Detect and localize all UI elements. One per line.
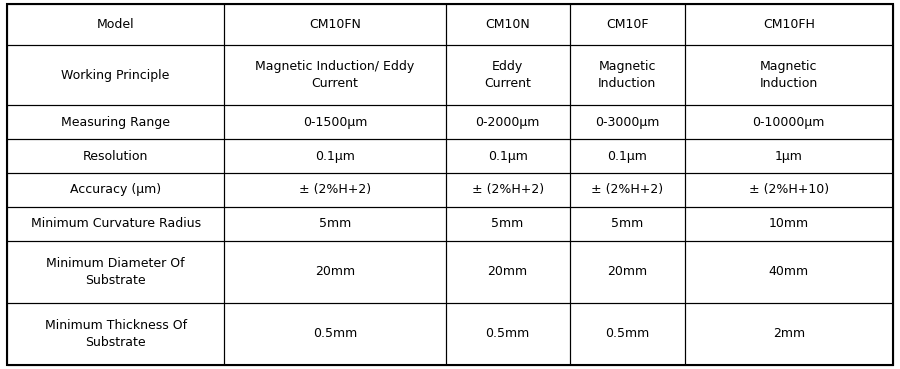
Text: Magnetic Induction/ Eddy
Current: Magnetic Induction/ Eddy Current [256, 60, 415, 90]
Text: 20mm: 20mm [608, 265, 647, 278]
Text: 0.1μm: 0.1μm [608, 149, 647, 163]
Bar [7, 207, 224, 241]
Bar [224, 45, 446, 105]
Bar [685, 303, 893, 365]
Bar [224, 105, 446, 139]
Text: 0-2000μm: 0-2000μm [475, 116, 540, 129]
Bar [570, 207, 685, 241]
Text: Minimum Diameter Of
Substrate: Minimum Diameter Of Substrate [47, 257, 185, 287]
Bar [685, 4, 893, 45]
Text: 5mm: 5mm [611, 217, 644, 230]
Text: ± (2%H+2): ± (2%H+2) [299, 183, 371, 196]
Bar [7, 4, 224, 45]
Text: CM10F: CM10F [606, 18, 648, 31]
Text: Magnetic
Induction: Magnetic Induction [760, 60, 818, 90]
Bar [224, 173, 446, 207]
Text: 5mm: 5mm [491, 217, 524, 230]
Text: CM10FH: CM10FH [763, 18, 814, 31]
Bar [446, 45, 570, 105]
Bar [685, 105, 893, 139]
Bar [224, 4, 446, 45]
Bar [570, 173, 685, 207]
Bar [7, 105, 224, 139]
Bar [685, 173, 893, 207]
Bar [7, 173, 224, 207]
Text: 0.1μm: 0.1μm [488, 149, 527, 163]
Text: 20mm: 20mm [315, 265, 355, 278]
Bar [685, 139, 893, 173]
Bar [7, 139, 224, 173]
Text: ± (2%H+2): ± (2%H+2) [591, 183, 663, 196]
Bar [7, 45, 224, 105]
Text: 10mm: 10mm [769, 217, 809, 230]
Text: Measuring Range: Measuring Range [61, 116, 170, 129]
Bar [570, 4, 685, 45]
Text: Resolution: Resolution [83, 149, 148, 163]
Text: ± (2%H+10): ± (2%H+10) [749, 183, 829, 196]
Text: 5mm: 5mm [319, 217, 351, 230]
Text: 0-1500μm: 0-1500μm [302, 116, 367, 129]
Bar [685, 45, 893, 105]
Text: 1μm: 1μm [775, 149, 803, 163]
Bar [570, 303, 685, 365]
Text: Accuracy (μm): Accuracy (μm) [70, 183, 161, 196]
Text: Model: Model [97, 18, 134, 31]
Bar [446, 105, 570, 139]
Bar [224, 241, 446, 303]
Text: Eddy
Current: Eddy Current [484, 60, 531, 90]
Bar [446, 4, 570, 45]
Text: CM10N: CM10N [485, 18, 530, 31]
Text: Minimum Curvature Radius: Minimum Curvature Radius [31, 217, 201, 230]
Text: 0-10000μm: 0-10000μm [752, 116, 825, 129]
Text: 0.5mm: 0.5mm [605, 327, 649, 340]
Text: 0.5mm: 0.5mm [312, 327, 357, 340]
Bar [570, 105, 685, 139]
Bar [570, 241, 685, 303]
Bar [685, 241, 893, 303]
Bar [446, 139, 570, 173]
Text: Working Principle: Working Principle [61, 69, 170, 82]
Text: CM10FN: CM10FN [309, 18, 361, 31]
Bar [446, 207, 570, 241]
Bar [7, 241, 224, 303]
Text: Minimum Thickness Of
Substrate: Minimum Thickness Of Substrate [45, 318, 186, 349]
Text: 2mm: 2mm [773, 327, 805, 340]
Bar [570, 45, 685, 105]
Bar [224, 139, 446, 173]
Text: Magnetic
Induction: Magnetic Induction [598, 60, 656, 90]
Text: ± (2%H+2): ± (2%H+2) [472, 183, 544, 196]
Bar [224, 303, 446, 365]
Bar [685, 207, 893, 241]
Text: 40mm: 40mm [769, 265, 809, 278]
Text: 0.5mm: 0.5mm [485, 327, 530, 340]
Bar [446, 241, 570, 303]
Text: 0-3000μm: 0-3000μm [595, 116, 660, 129]
Bar [446, 303, 570, 365]
Bar [446, 173, 570, 207]
Text: 0.1μm: 0.1μm [315, 149, 355, 163]
Bar [570, 139, 685, 173]
Bar [224, 207, 446, 241]
Bar [7, 303, 224, 365]
Text: 20mm: 20mm [488, 265, 527, 278]
